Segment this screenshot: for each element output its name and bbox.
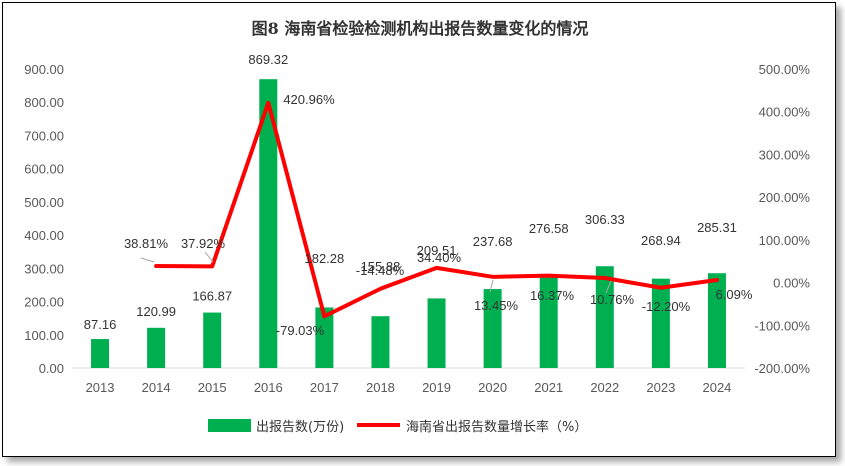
legend-swatch-bars: [208, 419, 251, 432]
growth-rate-line: [154, 100, 719, 319]
bar: [707, 273, 726, 368]
y-left-tick-label: 800.00: [24, 95, 64, 110]
y-right-tick-label: 500.00%: [759, 62, 811, 77]
y-right-tick-label: 100.00%: [759, 233, 811, 248]
line-data-label: 37.92%: [181, 236, 226, 251]
x-tick-label: 2013: [86, 380, 115, 395]
bar: [483, 289, 502, 368]
bar-data-label: 209.51: [417, 243, 457, 258]
y-right-tick-label: -200.00%: [754, 361, 810, 376]
line-data-label: 10.76%: [590, 292, 635, 307]
x-tick-label: 2017: [310, 380, 339, 395]
y-right-tick-label: 400.00%: [759, 105, 811, 120]
x-tick-label: 2018: [366, 380, 395, 395]
bar-data-label: 237.68: [473, 234, 513, 249]
legend: 出报告数(万份) 海南省出报告数量增长率（%）: [208, 419, 587, 435]
x-tick-label: 2021: [534, 380, 563, 395]
y-left-tick-label: 500.00: [24, 195, 64, 210]
line-data-label: -12.20%: [642, 299, 691, 314]
legend-label-bars: 出报告数(万份): [256, 420, 344, 435]
bar-data-label: 276.58: [529, 221, 569, 236]
bar: [427, 298, 446, 368]
bar: [147, 327, 166, 368]
label-leader-line: [489, 279, 494, 293]
y-left-tick-label: 600.00: [24, 162, 64, 177]
y-left-tick-label: 200.00: [24, 295, 64, 310]
line-data-label: 16.37%: [530, 288, 575, 303]
y-left-tick-label: 700.00: [24, 128, 64, 143]
line-data-label: 13.45%: [474, 298, 519, 313]
y-left-tick-label: 400.00: [24, 228, 64, 243]
bar-data-label: 306.33: [585, 212, 625, 227]
x-tick-label: 2019: [422, 380, 451, 395]
bar-data-label: 87.16: [84, 317, 117, 332]
label-leader-line: [204, 251, 214, 263]
bar: [595, 266, 614, 368]
x-tick-label: 2020: [478, 380, 507, 395]
bar: [203, 312, 222, 368]
x-tick-label: 2024: [702, 380, 731, 395]
line-data-label: 34.40%: [417, 250, 462, 265]
bar: [371, 316, 390, 368]
plot-area: 0.00 100.00 200.00 300.00 400.00 500.00 600.00…: [24, 52, 810, 395]
line-data-label: 6.09%: [716, 287, 753, 302]
bar-data-label: 285.31: [697, 220, 737, 235]
y-right-tick-label: 200.00%: [759, 190, 811, 205]
line-data-label: -14.48%: [356, 263, 405, 278]
bar: [259, 79, 278, 369]
y-left-tick-label: 0.00: [39, 361, 64, 376]
y-left-tick-label: 100.00: [24, 328, 64, 343]
chart-title: 图8 海南省检验检测机构出报告数量变化的情况: [252, 19, 589, 38]
bar: [651, 278, 670, 368]
legend-label-line: 海南省出报告数量增长率（%）: [406, 419, 587, 435]
x-tick-label: 2015: [198, 380, 227, 395]
bar: [315, 307, 334, 368]
x-tick-label: 2022: [590, 380, 619, 395]
bar-data-label: 155.88: [361, 259, 401, 274]
bar-data-label: 869.32: [248, 52, 288, 67]
x-tick-label: 2014: [142, 380, 171, 395]
bar-data-label: 268.94: [641, 233, 681, 248]
bar: [91, 339, 110, 368]
label-leader-line: [605, 280, 612, 294]
line-data-label: 38.81%: [124, 236, 169, 251]
bar-data-label: 120.99: [136, 304, 176, 319]
y-left-tick-label: 300.00: [24, 261, 64, 276]
y-right-tick-label: 300.00%: [759, 147, 811, 162]
x-tick-label: 2016: [254, 380, 283, 395]
bar-data-label: 166.87: [192, 289, 232, 304]
label-leader-line: [140, 257, 155, 263]
line-data-label: -79.03%: [276, 323, 325, 338]
line-data-label: 420.96%: [283, 92, 335, 107]
chart-frame: [2, 2, 836, 457]
x-tick-label: 2023: [646, 380, 675, 395]
y-left-tick-label: 900.00: [24, 62, 64, 77]
bar: [539, 276, 558, 368]
bar-data-label: 182.28: [304, 251, 344, 266]
y-right-tick-label: -100.00%: [754, 318, 810, 333]
y-right-tick-label: 0.00%: [773, 276, 810, 291]
